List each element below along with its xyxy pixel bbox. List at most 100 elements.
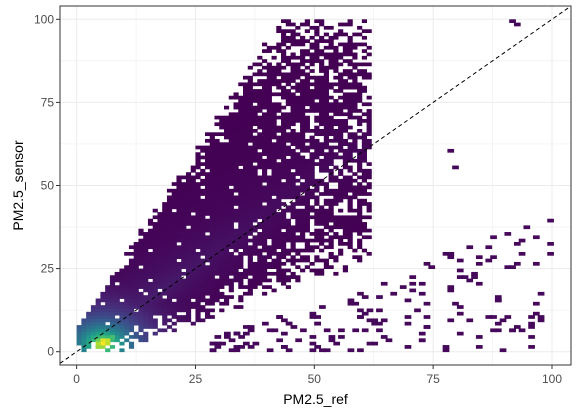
density-cell bbox=[233, 122, 239, 127]
density-cell bbox=[109, 308, 116, 313]
density-cell bbox=[147, 242, 154, 246]
density-cell bbox=[214, 158, 220, 163]
density-cell bbox=[271, 102, 277, 107]
density-cell bbox=[309, 248, 315, 253]
density-cell bbox=[233, 255, 239, 260]
density-cell bbox=[323, 222, 329, 226]
density-cell bbox=[152, 265, 158, 270]
density-cell bbox=[271, 112, 277, 117]
density-cell bbox=[366, 115, 372, 120]
density-cell bbox=[271, 205, 277, 210]
density-cell bbox=[166, 222, 173, 226]
density-cell bbox=[290, 72, 296, 77]
density-cell bbox=[271, 148, 277, 153]
density-cell bbox=[190, 281, 196, 286]
density-cell bbox=[262, 85, 268, 90]
density-cell bbox=[171, 232, 177, 236]
density-cell bbox=[147, 308, 154, 313]
density-cell bbox=[219, 208, 225, 213]
density-cell bbox=[328, 25, 334, 30]
density-cell bbox=[281, 271, 287, 276]
density-cell bbox=[185, 228, 192, 233]
density-cell bbox=[209, 152, 215, 156]
density-cell bbox=[162, 261, 168, 266]
density-cell bbox=[295, 208, 301, 213]
density-cell bbox=[257, 278, 263, 283]
density-cell bbox=[300, 185, 306, 190]
density-cell bbox=[252, 285, 258, 289]
density-cell bbox=[262, 218, 268, 223]
density-cell bbox=[257, 265, 263, 270]
density-cell bbox=[204, 218, 211, 223]
density-cell bbox=[204, 275, 211, 279]
density-cell bbox=[214, 155, 220, 160]
density-cell bbox=[304, 178, 310, 183]
density-cell bbox=[361, 248, 367, 253]
density-cell bbox=[157, 218, 163, 223]
density-cell bbox=[290, 178, 296, 183]
density-cell bbox=[252, 215, 258, 220]
density-cell bbox=[342, 85, 348, 90]
density-cell bbox=[200, 268, 206, 273]
density-cell bbox=[352, 145, 358, 150]
density-cell bbox=[300, 138, 306, 143]
density-cell bbox=[128, 281, 135, 286]
density-cell bbox=[238, 195, 244, 200]
density-cell bbox=[185, 255, 192, 260]
density-cell bbox=[266, 222, 272, 226]
density-cell bbox=[333, 49, 339, 53]
density-cell bbox=[109, 321, 116, 326]
density-cell bbox=[176, 268, 182, 273]
density-cell bbox=[309, 172, 315, 176]
density-cell bbox=[319, 115, 325, 120]
density-cell bbox=[266, 235, 272, 240]
density-cell bbox=[276, 218, 282, 223]
density-cell bbox=[276, 222, 282, 226]
density-cell bbox=[338, 328, 345, 333]
density-cell bbox=[290, 105, 296, 110]
density-cell bbox=[347, 145, 353, 150]
density-cell bbox=[300, 232, 306, 236]
density-cell bbox=[518, 328, 526, 333]
density-cell bbox=[285, 148, 291, 153]
density-cell bbox=[195, 271, 201, 276]
density-cell bbox=[333, 258, 339, 263]
density-cell bbox=[257, 185, 263, 190]
density-cell bbox=[124, 315, 130, 319]
density-cell bbox=[323, 82, 329, 87]
density-cell bbox=[95, 311, 101, 316]
density-cell bbox=[281, 19, 287, 24]
density-cell bbox=[456, 275, 464, 279]
density-cell bbox=[214, 298, 220, 303]
density-cell bbox=[252, 261, 258, 266]
density-cell bbox=[247, 208, 253, 213]
density-cell bbox=[176, 305, 182, 309]
density-cell bbox=[281, 92, 287, 97]
density-cell bbox=[271, 202, 277, 206]
density-cell bbox=[338, 82, 344, 87]
density-cell bbox=[238, 152, 244, 156]
density-cell bbox=[152, 295, 158, 299]
density-cell bbox=[204, 251, 211, 256]
density-cell bbox=[257, 232, 263, 236]
density-cell bbox=[266, 225, 272, 230]
density-cell bbox=[262, 285, 268, 289]
density-cell bbox=[243, 178, 249, 183]
density-cell bbox=[204, 188, 211, 193]
density-cell bbox=[271, 185, 277, 190]
density-cell bbox=[223, 301, 230, 306]
density-cell bbox=[309, 261, 315, 266]
density-cell bbox=[285, 75, 291, 80]
density-cell bbox=[328, 255, 334, 260]
density-cell bbox=[300, 212, 306, 216]
density-cell bbox=[262, 208, 268, 213]
density-cell bbox=[271, 105, 277, 110]
density-cell bbox=[143, 238, 149, 243]
density-cell bbox=[209, 155, 215, 160]
density-cell bbox=[228, 242, 234, 246]
density-cell bbox=[228, 245, 234, 250]
density-cell bbox=[295, 145, 301, 150]
density-cell bbox=[323, 122, 329, 127]
density-cell bbox=[162, 258, 168, 263]
density-cell bbox=[300, 119, 306, 123]
